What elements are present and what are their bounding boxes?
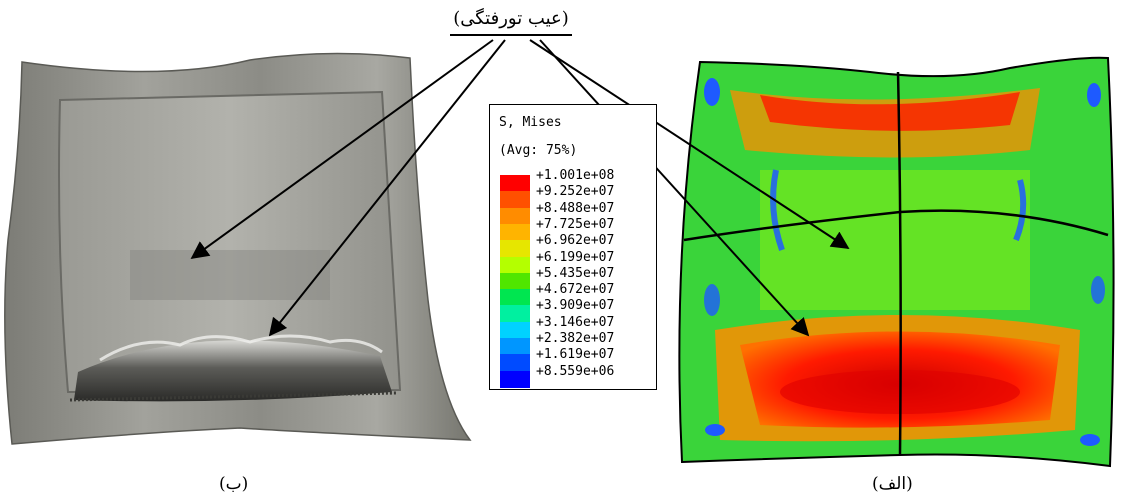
wrinkle-ridges [99, 334, 383, 362]
legend-title: S, Mises [499, 115, 562, 130]
legend-label: +6.199e+07 [536, 250, 615, 265]
arrow-to-photo-lip [268, 39, 506, 337]
formed-pocket [58, 90, 402, 394]
legend-label: +5.435e+07 [536, 266, 615, 281]
legend-label: +3.146e+07 [536, 315, 615, 330]
legend-label: +4.672e+07 [536, 282, 615, 297]
sim-mid-band [760, 170, 1030, 310]
legend-swatch [500, 224, 530, 241]
legend-label: +8.559e+06 [536, 364, 615, 379]
legend-swatch [500, 338, 530, 355]
sim-blue-right [1013, 179, 1027, 242]
sim-upper-red [760, 92, 1020, 131]
legend-swatch [500, 289, 530, 306]
formed-part-photo [4, 52, 472, 445]
legend-label: +8.488e+07 [536, 201, 615, 216]
pocket-dimple-band [130, 250, 330, 300]
legend-label: +6.962e+07 [536, 233, 615, 248]
sim-blue-corner-tr [1087, 83, 1101, 107]
legend-swatch [500, 175, 530, 192]
legend-swatch [500, 322, 530, 339]
legend-swatch [500, 240, 530, 257]
arrow-to-sim-center [529, 39, 850, 249]
legend-swatch [500, 273, 530, 290]
wrinkled-lip [74, 340, 392, 402]
callout-arrows [190, 39, 850, 337]
sim-blue-bottom-right [1080, 434, 1100, 446]
legend-swatch [500, 208, 530, 225]
arrow-to-sim-lower [539, 39, 810, 337]
simulation-contour [678, 56, 1115, 468]
legend-label: +1.619e+07 [536, 347, 615, 362]
sim-blue-side-right [1091, 276, 1105, 304]
legend-label: +3.909e+07 [536, 298, 615, 313]
legend-swatch [500, 371, 530, 388]
caption-photo: (ب) [219, 474, 249, 494]
legend-swatch [500, 305, 530, 322]
legend-swatch [500, 354, 530, 371]
legend-swatch [500, 191, 530, 208]
sim-blue-corner-tl [704, 78, 720, 106]
caption-simulation: (الف) [872, 474, 913, 494]
legend-swatch [500, 257, 530, 274]
defect-callout-label: (عیب تورفتگی) [450, 6, 572, 36]
arrow-to-photo-center [190, 39, 494, 260]
legend-label: +2.382e+07 [536, 331, 615, 346]
sim-blue-left [770, 169, 785, 251]
sim-blue-bottom-left [705, 424, 725, 436]
sim-blue-side-left [704, 284, 720, 316]
sim-symmetry-line-vertical [896, 71, 902, 456]
legend-label: +1.001e+08 [536, 168, 615, 183]
stress-legend: S, Mises (Avg: 75%) +1.001e+08 +9.252e+07… [489, 104, 657, 390]
legend-subtitle: (Avg: 75%) [499, 143, 578, 158]
legend-label: +7.725e+07 [536, 217, 615, 232]
legend-label: +9.252e+07 [536, 184, 615, 199]
